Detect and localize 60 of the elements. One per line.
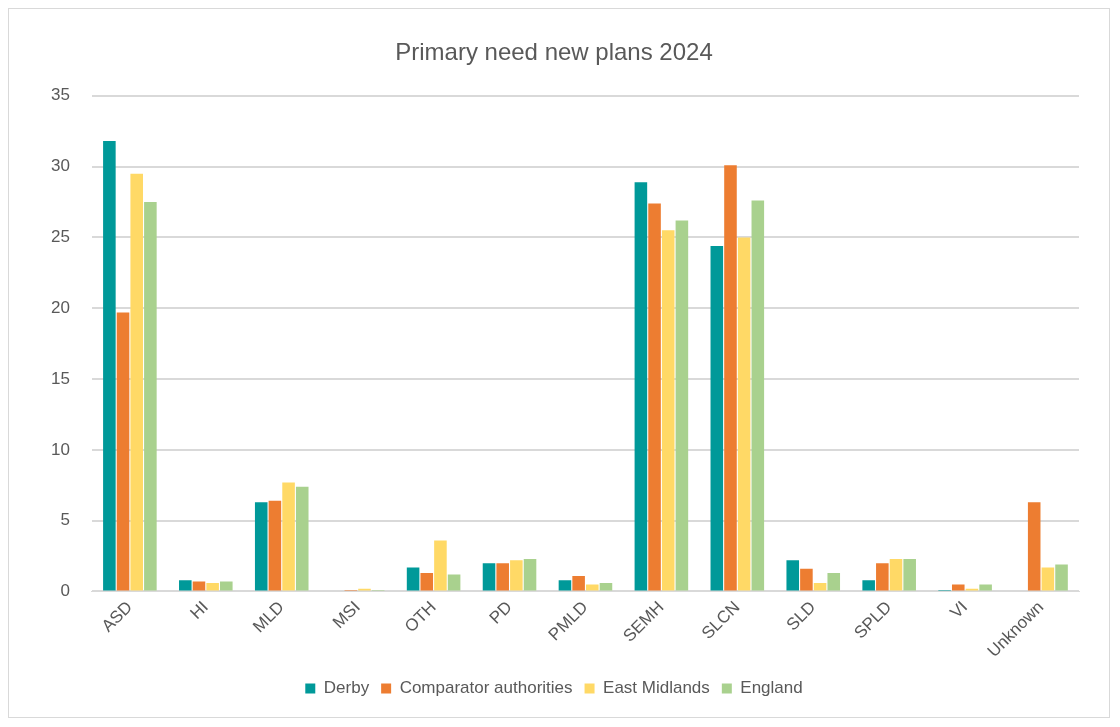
bar [510,560,523,591]
bar [447,574,461,591]
bar [254,502,268,591]
bar [130,173,143,591]
bar [586,584,599,591]
bar [406,567,420,591]
bar [751,200,765,591]
y-tick-label: 35 [50,85,70,105]
y-tick-label: 15 [50,368,70,388]
bar [903,558,916,591]
x-tick-label: SLD [782,597,820,635]
x-tick-label: MSI [328,597,364,633]
bar [220,581,233,591]
x-tick-label: VI [946,597,972,623]
bar [420,573,434,591]
bar [724,165,737,591]
bar [482,563,496,591]
bar [737,237,751,591]
bar [786,560,800,591]
bar [710,245,724,591]
bar [876,563,889,591]
bar [103,141,116,591]
bar [1027,502,1041,591]
bar [268,500,282,591]
legend-label: Comparator authorities [399,678,573,698]
bar [979,584,992,591]
bar [862,580,875,591]
bar [1055,564,1068,591]
bar [951,584,965,591]
bar [496,563,509,591]
bar [675,220,689,591]
bar [282,482,295,591]
x-tick-label: PD [485,597,516,628]
bar [523,558,537,591]
bar [661,230,675,591]
y-tick-label: 30 [50,156,70,176]
bar [144,202,157,591]
bar [1041,567,1055,591]
bar [889,558,903,591]
bar [434,540,447,591]
legend-label: England [740,678,803,698]
bar [558,580,572,591]
x-tick-label: HI [186,597,212,623]
bar [634,182,648,591]
y-tick-label: 25 [50,227,70,247]
bar [295,486,309,591]
bar [116,312,130,591]
bar [800,568,813,591]
bar [648,203,661,591]
y-tick-label: 5 [60,510,70,530]
y-tick-label: 20 [50,297,70,317]
bar [179,580,192,591]
bar [572,575,585,591]
bar [206,582,219,591]
legend-label: Derby [323,678,370,698]
y-tick-label: 0 [60,581,70,601]
y-tick-label: 10 [50,439,70,459]
chart-title: Primary need new plans 2024 [395,38,713,66]
bar [827,573,841,591]
legend-label: East Midlands [603,678,710,698]
